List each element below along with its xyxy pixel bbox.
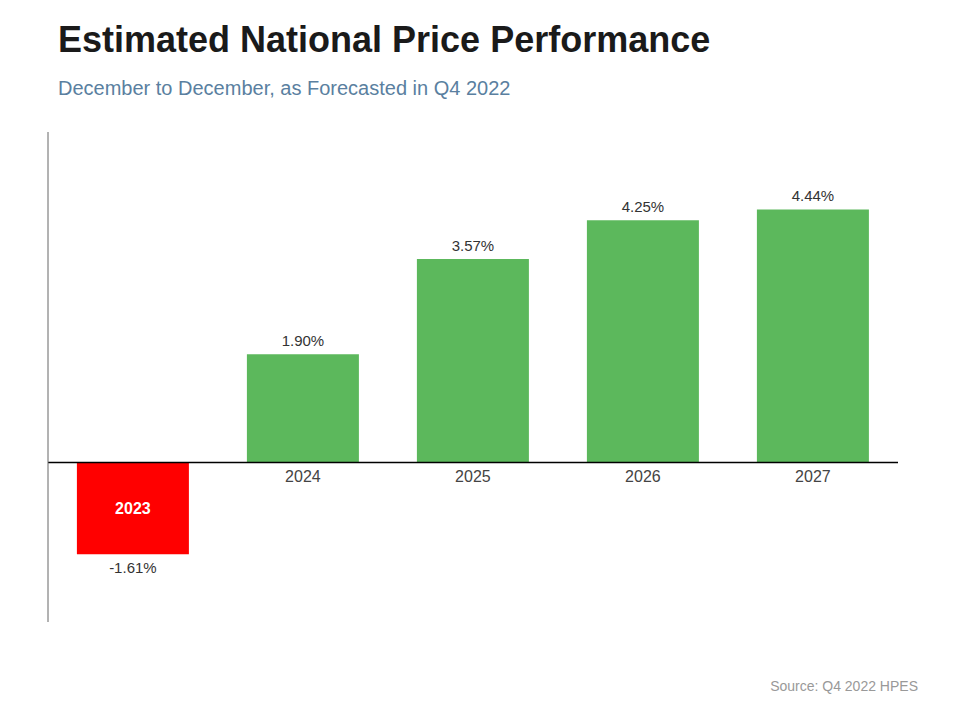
svg-text:4.25%: 4.25% — [622, 198, 665, 215]
svg-text:-1.61%: -1.61% — [109, 559, 157, 576]
svg-text:4.44%: 4.44% — [792, 187, 835, 204]
svg-text:2026: 2026 — [625, 468, 661, 485]
svg-text:2023: 2023 — [115, 500, 151, 517]
svg-text:3.57%: 3.57% — [452, 237, 495, 254]
html-text:Source: Q4 2022 HPES: Source: Q4 2022 HPES — [770, 678, 918, 694]
svg-text:2027: 2027 — [795, 468, 831, 485]
html-text:Estimated National Price Perfo: Estimated National Price Performance — [58, 19, 711, 60]
svg-text:2025: 2025 — [455, 468, 491, 485]
svg-text:2024: 2024 — [285, 468, 321, 485]
svg-text:1.90%: 1.90% — [282, 332, 325, 349]
html-text:December to December, as Forec: December to December, as Forecasted in Q… — [58, 77, 511, 99]
